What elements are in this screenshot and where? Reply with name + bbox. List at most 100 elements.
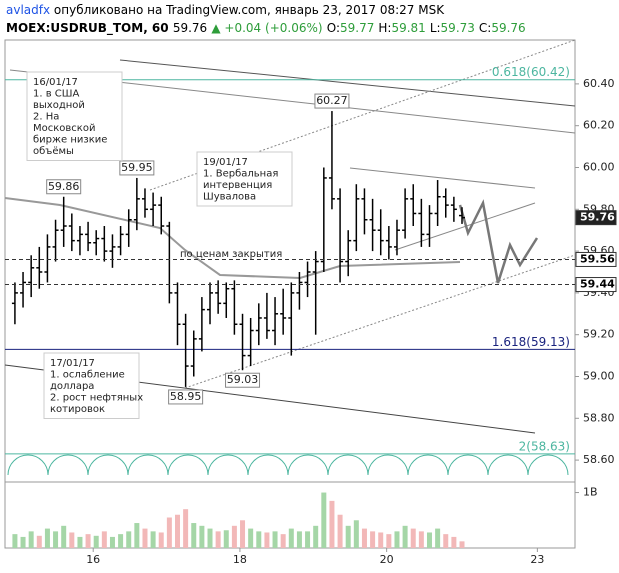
volume-bar — [240, 520, 246, 548]
price-label-box — [46, 179, 82, 195]
note-line: выходной — [33, 100, 85, 111]
volume-bar — [109, 536, 115, 548]
volume-bar — [418, 531, 424, 548]
volume-bar — [353, 520, 359, 548]
y-tick-label: 58.80 — [583, 411, 615, 424]
price-label-box — [225, 372, 261, 388]
symbol-line: MOEX:USDRUB_TOM, 60 59.76 ▲ +0.04 (+0.06… — [6, 21, 530, 35]
x-tick-label: 23 — [530, 553, 544, 566]
price-label: 58.95 — [170, 390, 202, 403]
y-tick-label: 59.00 — [583, 369, 615, 382]
volume-bar — [134, 523, 140, 548]
y-tick-label: 59.20 — [583, 328, 615, 341]
volume-bar — [264, 532, 270, 548]
projection — [458, 199, 539, 284]
note-line: 1. ослабление — [50, 370, 125, 381]
volume-bar — [53, 531, 59, 548]
note-box — [43, 352, 140, 419]
volume-bar — [345, 525, 351, 548]
price-label: 59.95 — [121, 161, 153, 174]
volume-bar — [410, 528, 416, 548]
price-label-box — [119, 160, 155, 176]
volume-bar — [231, 525, 237, 548]
volume-bar — [150, 531, 156, 548]
volume-bar — [199, 525, 205, 548]
cycle-arcs — [7, 454, 569, 476]
ohlc-value: 59.73 — [440, 21, 475, 35]
x-tick-label: 16 — [86, 553, 100, 566]
price-badge — [575, 210, 617, 226]
volume-bar — [288, 528, 294, 548]
note-box — [196, 151, 293, 207]
ohlc-value: 59.76 — [491, 21, 526, 35]
price-label: 59.03 — [227, 373, 259, 386]
trend-line — [119, 59, 576, 107]
volume-bar — [256, 531, 262, 548]
ohlc-label: O: — [326, 21, 341, 35]
symbol: MOEX:USDRUB_TOM, 60 — [6, 21, 169, 35]
note-line: котировок — [50, 404, 105, 415]
price-label-box — [314, 93, 350, 109]
note-line: доллара — [50, 381, 94, 392]
note-line: 2. На — [33, 112, 59, 123]
y-tick-label: 58.60 — [583, 453, 615, 466]
note-line: объёмы — [33, 146, 74, 157]
trend-line — [349, 167, 536, 189]
ohlc-label: H: — [378, 21, 392, 35]
note-line: Московской — [33, 123, 95, 134]
volume-bar — [28, 531, 34, 548]
volume-bar — [36, 535, 42, 548]
fib-label: 1.618(59.13) — [492, 335, 570, 349]
ohlc: O:59.77 H:59.81 L:59.73 C:59.76 — [327, 21, 530, 35]
author: avladfx — [6, 3, 51, 17]
volume-bar — [321, 492, 327, 548]
volume-bar — [337, 514, 343, 548]
ohlc-label: L: — [429, 21, 441, 35]
volume-bar — [61, 525, 67, 548]
volume-bar — [386, 534, 392, 548]
volume-bar — [329, 500, 335, 548]
fib-label: 0.618(60.42) — [492, 65, 570, 79]
volume-bar — [248, 528, 254, 548]
change: ▲ +0.04 (+0.06%) — [211, 21, 323, 35]
volume-bar — [435, 528, 441, 548]
volume-bar — [126, 531, 132, 548]
volume-bar — [378, 532, 384, 548]
note-line: интервенция — [203, 180, 272, 191]
price-badge-label: 59.44 — [580, 278, 615, 291]
note-line: 16/01/17 — [33, 77, 78, 88]
volume-bar — [44, 528, 50, 548]
volume-bar — [183, 509, 189, 548]
note-line: по ценам закрытия — [180, 249, 282, 260]
volume-bar — [166, 517, 172, 548]
price-badge-label: 59.56 — [580, 252, 615, 265]
volume-bar — [451, 536, 457, 548]
volume-bar — [142, 528, 148, 548]
ohlc-label: C: — [478, 21, 492, 35]
volume-bar — [101, 531, 107, 548]
vol-tick-label: 1B — [583, 486, 598, 499]
volume-bar — [69, 532, 75, 548]
price-badge-label: 59.76 — [580, 211, 615, 224]
volume-bar — [394, 531, 400, 548]
price-badge — [575, 251, 617, 267]
volume-bar — [402, 525, 408, 548]
last: 59.76 — [172, 21, 208, 35]
note-line: бирже низкие — [33, 135, 107, 146]
volume-bar — [426, 532, 432, 548]
price-label: 59.86 — [48, 180, 80, 193]
volume-bar — [215, 531, 221, 548]
price-badge — [575, 277, 617, 293]
volume-bar — [12, 534, 18, 548]
volume-bar — [305, 531, 311, 548]
fib-label: 2(58.63) — [519, 439, 570, 453]
x-tick-label: 20 — [380, 553, 394, 566]
x-tick-label: 18 — [233, 553, 247, 566]
volume-bar — [296, 531, 302, 548]
note-line: 1. Вербальная — [203, 169, 278, 180]
y-tick-label: 60.20 — [583, 119, 615, 132]
volume-bar — [223, 530, 229, 548]
volume-bar — [174, 514, 180, 548]
